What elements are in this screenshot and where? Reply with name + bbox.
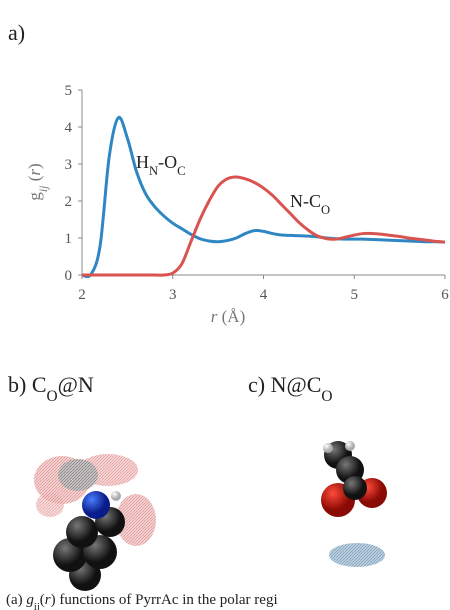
text-run: N-C [290,191,321,211]
molecule-c [321,441,387,567]
text-run: (a) [6,592,26,608]
text-run: N [149,164,158,178]
x-tick-label: 2 [78,287,86,303]
text-run: r [211,307,218,326]
x-axis-label: r (Å) [211,307,245,326]
series-label: HN-OC [136,152,186,178]
text-run: c) N@C [248,372,321,397]
x-tick-label: 5 [351,287,359,303]
series-line [81,175,446,277]
text-run: -O [158,152,177,172]
text-run: O [321,388,332,405]
text-run: (Å) [217,307,245,326]
x-tick-label: 6 [441,287,449,303]
text-run: O [321,203,330,217]
text-run: g [25,192,44,201]
text-run: O [47,388,58,405]
text-run: ) functions of PyrrAc in the polar regi [51,592,278,608]
text-run: r [45,592,51,608]
panel-label: c) N@CO [248,372,333,405]
series-label: N-CO [290,191,330,217]
y-tick-label: 3 [65,157,73,173]
text-run: ij [34,602,40,610]
series-line [81,115,446,279]
panel-label: b) CO@N [8,372,94,405]
x-tick-label: 3 [169,287,177,303]
y-tick-label: 5 [65,83,73,99]
text-run: ) [25,163,44,169]
molecule-b [34,454,156,591]
y-tick-label: 1 [65,231,73,247]
text-run: H [136,152,149,172]
y-tick-label: 4 [65,120,73,136]
y-tick-label: 0 [65,268,73,284]
text-run: C [177,164,185,178]
y-axis-label: gij (r) [25,163,50,200]
panel-label: a) [8,20,25,45]
text-run: ( [25,175,44,185]
text-run: b) C [8,372,47,397]
caption: (a) gij(r) functions of PyrrAc in the po… [6,592,278,610]
x-tick-label: 4 [260,287,268,303]
text-run: r [25,169,44,176]
y-tick-label: 2 [65,194,73,210]
text-run: g [26,592,34,608]
text-run: @N [58,372,94,397]
text-run: ij [36,185,50,192]
text-run: ( [40,592,45,608]
